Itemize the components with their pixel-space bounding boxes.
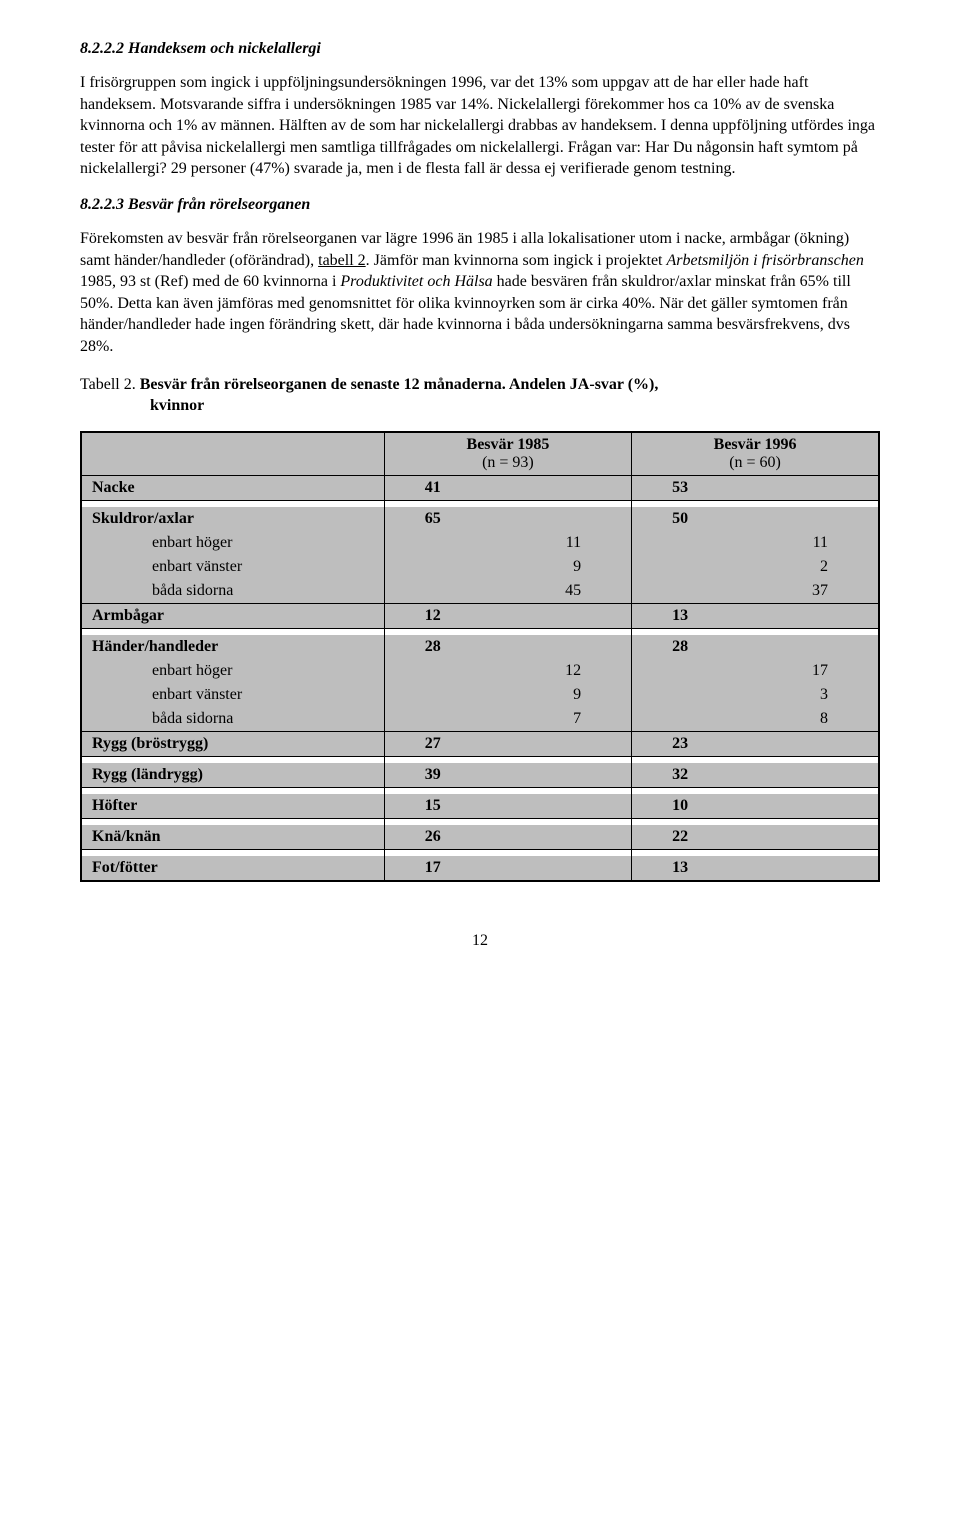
text-run: 1985, 93 st (Ref) med de 60 kvinnorna i [80, 273, 340, 290]
row-value-1996: 50 [632, 507, 879, 531]
header-subtext: (n = 93) [395, 454, 621, 472]
row-label: Händer/handleder [81, 635, 384, 659]
text-run: Jämför man kvinnorna som ingick i projek… [374, 252, 667, 269]
header-subtext: (n = 60) [642, 454, 868, 472]
caption-lead: Tabell 2. [80, 376, 140, 393]
row-value-1996: 37 [632, 579, 879, 604]
row-value-1985: 65 [384, 507, 631, 531]
row-value-1996: 13 [632, 856, 879, 881]
row-label: enbart höger [81, 531, 384, 555]
row-label: Rygg (ländrygg) [81, 763, 384, 788]
italic-title: Arbetsmiljön i frisörbranschen [667, 252, 864, 269]
row-value-1985: 9 [384, 555, 631, 579]
text-run: . [366, 252, 370, 269]
row-label: Höfter [81, 794, 384, 819]
row-label: enbart höger [81, 659, 384, 683]
table-row: Skuldror/axlar6550 [81, 507, 879, 531]
table-row: båda sidorna78 [81, 707, 879, 732]
table-row: Nacke4153 [81, 475, 879, 500]
row-value-1985: 12 [384, 659, 631, 683]
page-number: 12 [80, 932, 880, 950]
table-header-cell: Besvär 1985 (n = 93) [384, 432, 631, 476]
table-row: enbart höger1217 [81, 659, 879, 683]
table-body: Nacke4153Skuldror/axlar6550enbart höger1… [81, 475, 879, 881]
row-value-1985: 28 [384, 635, 631, 659]
table-header-row: Besvär 1985 (n = 93) Besvär 1996 (n = 60… [81, 432, 879, 476]
row-label: Fot/fötter [81, 856, 384, 881]
body-paragraph: I frisörgruppen som ingick i uppföljning… [80, 72, 880, 180]
row-label: Armbågar [81, 603, 384, 628]
row-value-1996: 28 [632, 635, 879, 659]
row-label: enbart vänster [81, 555, 384, 579]
row-label: Nacke [81, 475, 384, 500]
table-row: enbart vänster93 [81, 683, 879, 707]
row-value-1985: 17 [384, 856, 631, 881]
section-heading: 8.2.2.3 Besvär från rörelseorganen [80, 196, 880, 214]
table-row: enbart vänster92 [81, 555, 879, 579]
table-row: Rygg (bröstrygg)2723 [81, 731, 879, 756]
row-value-1985: 9 [384, 683, 631, 707]
table-row: båda sidorna4537 [81, 579, 879, 604]
header-text: Besvär 1985 [467, 436, 550, 453]
row-value-1985: 41 [384, 475, 631, 500]
table-row: enbart höger1111 [81, 531, 879, 555]
row-value-1996: 11 [632, 531, 879, 555]
caption-bold: Besvär från rörelseorganen de senaste 12… [140, 376, 659, 393]
row-value-1996: 22 [632, 825, 879, 850]
row-label: Skuldror/axlar [81, 507, 384, 531]
row-value-1996: 8 [632, 707, 879, 732]
table-caption: Tabell 2. Besvär från rörelseorganen de … [80, 374, 880, 417]
row-value-1985: 45 [384, 579, 631, 604]
caption-bold: kvinnor [80, 395, 880, 417]
data-table: Besvär 1985 (n = 93) Besvär 1996 (n = 60… [80, 431, 880, 882]
header-text: Besvär 1996 [714, 436, 797, 453]
section-heading: 8.2.2.2 Handeksem och nickelallergi [80, 40, 880, 58]
row-value-1985: 15 [384, 794, 631, 819]
table-header-cell: Besvär 1996 (n = 60) [632, 432, 879, 476]
row-label: båda sidorna [81, 579, 384, 604]
row-value-1996: 17 [632, 659, 879, 683]
table-header-cell [81, 432, 384, 476]
table-row: Rygg (ländrygg)3932 [81, 763, 879, 788]
table-row: Knä/knän2622 [81, 825, 879, 850]
row-value-1996: 10 [632, 794, 879, 819]
row-value-1985: 27 [384, 731, 631, 756]
row-value-1985: 26 [384, 825, 631, 850]
row-value-1996: 2 [632, 555, 879, 579]
row-value-1985: 11 [384, 531, 631, 555]
body-paragraph: Förekomsten av besvär från rörelseorgane… [80, 228, 880, 358]
row-value-1996: 53 [632, 475, 879, 500]
table-reference-link: tabell 2 [318, 252, 366, 269]
row-value-1996: 13 [632, 603, 879, 628]
table-row: Armbågar1213 [81, 603, 879, 628]
row-value-1996: 3 [632, 683, 879, 707]
row-label: Rygg (bröstrygg) [81, 731, 384, 756]
row-label: båda sidorna [81, 707, 384, 732]
row-value-1996: 32 [632, 763, 879, 788]
row-label: enbart vänster [81, 683, 384, 707]
row-value-1996: 23 [632, 731, 879, 756]
row-value-1985: 7 [384, 707, 631, 732]
italic-title: Produktivitet och Hälsa [340, 273, 492, 290]
row-value-1985: 39 [384, 763, 631, 788]
table-row: Höfter1510 [81, 794, 879, 819]
row-value-1985: 12 [384, 603, 631, 628]
row-label: Knä/knän [81, 825, 384, 850]
table-row: Händer/handleder2828 [81, 635, 879, 659]
table-row: Fot/fötter1713 [81, 856, 879, 881]
